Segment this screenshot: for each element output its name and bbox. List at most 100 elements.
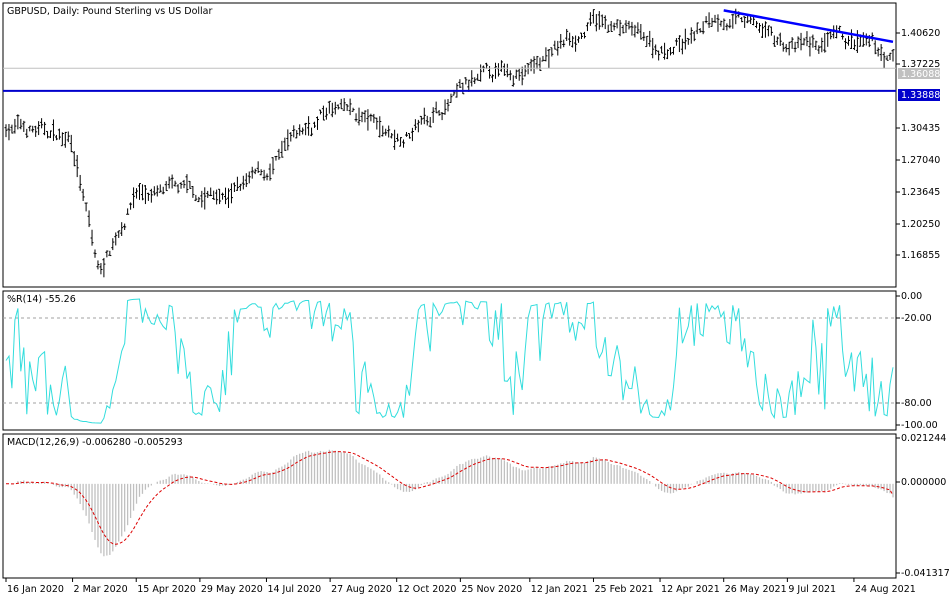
price-bar	[63, 131, 67, 148]
time-tick-label: 26 May 2021	[725, 584, 787, 595]
price-bar	[624, 20, 628, 33]
price-tick-label: 1.20250	[901, 219, 940, 230]
price-bar	[568, 32, 572, 46]
price-bar	[253, 168, 257, 175]
price-bar	[19, 118, 23, 130]
price-bar	[262, 169, 266, 181]
price-bar	[458, 79, 462, 88]
time-tick-label: 12 Apr 2021	[661, 584, 720, 595]
price-bar	[769, 26, 773, 36]
price-bar	[393, 129, 397, 150]
price-bar	[582, 31, 586, 39]
time-tick-label: 25 Feb 2021	[594, 584, 653, 595]
price-bar	[167, 176, 171, 189]
price-bar	[277, 148, 281, 160]
price-bar	[218, 188, 222, 205]
price-bar	[698, 28, 702, 33]
price-bar	[402, 139, 406, 148]
price-bar	[758, 22, 762, 33]
price-bar	[354, 113, 358, 122]
price-bar	[413, 119, 417, 131]
price-bar	[191, 186, 195, 198]
price-bar	[618, 19, 622, 37]
price-bar	[591, 9, 595, 24]
price-bar	[529, 58, 533, 72]
price-bar	[310, 127, 314, 137]
macd-histogram	[8, 449, 894, 557]
price-bar	[43, 121, 47, 136]
price-bar	[805, 31, 809, 47]
price-bar	[259, 169, 263, 176]
price-axis: 1.40620 1.37225 1.30435 1.27040 1.23645 …	[896, 28, 940, 261]
wpr-tick-label: -80.00	[901, 398, 932, 409]
price-bar	[799, 32, 803, 51]
trendline[interactable]	[723, 9, 894, 44]
price-bar	[526, 63, 530, 75]
price-bar	[577, 36, 581, 43]
price-bar	[351, 107, 355, 112]
price-bar	[13, 118, 17, 134]
price-bar	[194, 194, 198, 202]
price-bar	[666, 49, 670, 60]
price-bar	[304, 122, 308, 136]
price-bar	[7, 123, 11, 141]
time-tick-label: 2 Mar 2020	[74, 584, 128, 595]
macd-tick-label: -0.041317	[901, 568, 950, 579]
price-bar	[93, 249, 97, 258]
price-bar	[87, 210, 91, 228]
price-bar	[775, 36, 779, 46]
price-bar	[443, 99, 447, 115]
price-bar	[793, 41, 797, 53]
price-bar	[197, 196, 201, 203]
price-bar	[556, 40, 560, 56]
price-bar	[241, 175, 245, 190]
price-bar	[716, 14, 720, 32]
price-bar	[57, 128, 61, 140]
price-bar	[677, 35, 681, 53]
price-bar	[499, 60, 503, 72]
price-bar	[283, 137, 287, 151]
price-bar	[520, 66, 524, 86]
price-bar	[345, 104, 349, 111]
price-bar	[372, 113, 376, 123]
price-bar	[307, 116, 311, 136]
price-bar	[203, 187, 207, 210]
price-bar	[547, 49, 551, 69]
price-bar	[820, 37, 824, 53]
price-bar	[511, 75, 515, 87]
price-bar	[301, 127, 305, 135]
price-bar	[657, 50, 661, 61]
price-bar	[384, 128, 388, 136]
price-bar	[348, 98, 352, 116]
price-bar	[238, 183, 242, 191]
price-bar	[132, 187, 136, 209]
price-bar	[844, 38, 848, 50]
price-bar	[731, 14, 735, 29]
price-tick-label: 1.23645	[901, 187, 940, 198]
price-bar	[48, 130, 52, 139]
price-pane[interactable]	[2, 2, 897, 288]
time-tick-label: 27 Aug 2020	[331, 584, 392, 595]
price-bar	[600, 14, 604, 28]
price-bar	[861, 32, 865, 47]
price-bar	[852, 39, 856, 51]
price-bar	[396, 133, 400, 142]
price-bar	[885, 55, 889, 61]
price-bar	[787, 41, 791, 56]
price-bar	[161, 186, 165, 195]
price-bar	[327, 100, 331, 114]
price-bar	[185, 174, 189, 194]
price-bar	[369, 113, 373, 122]
macd-pane[interactable]	[2, 433, 897, 579]
price-bar	[823, 32, 827, 53]
price-bar	[286, 129, 290, 151]
price-bar	[155, 185, 159, 197]
price-bar	[811, 34, 815, 48]
price-bar	[378, 116, 382, 138]
price-bar	[66, 131, 70, 143]
price-bar	[357, 107, 361, 126]
price-bar	[428, 117, 432, 128]
price-bar	[90, 229, 94, 246]
price-bar	[111, 238, 115, 251]
